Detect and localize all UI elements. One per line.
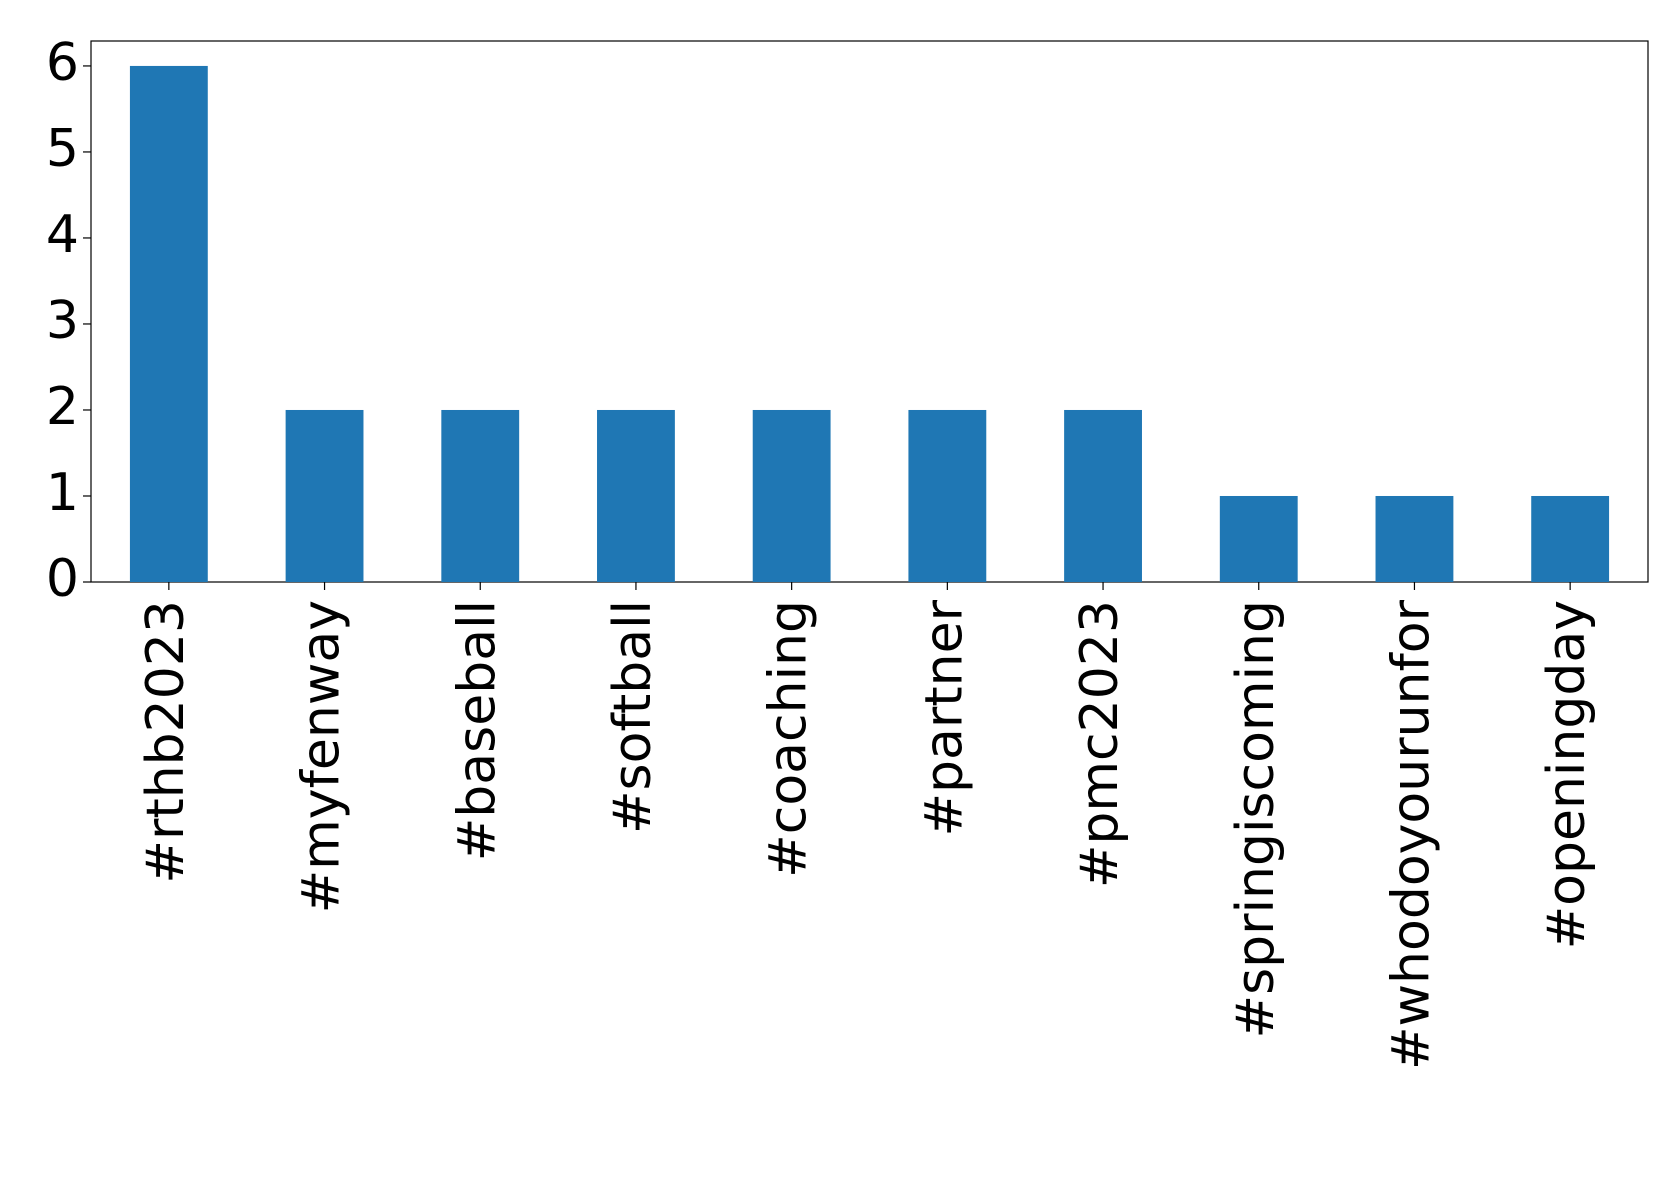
x-tick-label: #rthb2023 bbox=[136, 600, 196, 884]
y-tick-label: 3 bbox=[46, 291, 79, 351]
bar bbox=[1064, 409, 1142, 582]
x-tick-label: #openingday bbox=[1537, 600, 1597, 949]
plot-frame bbox=[90, 40, 1649, 583]
y-tick-label: 6 bbox=[46, 33, 79, 93]
y-tick-label: 2 bbox=[46, 377, 79, 437]
bar bbox=[441, 409, 520, 582]
x-tick-label: #baseball bbox=[447, 600, 507, 861]
x-tick-label: #whodoyourunfor bbox=[1381, 599, 1441, 1070]
bar bbox=[1531, 495, 1610, 582]
y-tick-label: 4 bbox=[46, 205, 79, 265]
bar bbox=[908, 409, 987, 582]
bar bbox=[285, 409, 364, 582]
bar bbox=[129, 65, 208, 583]
bar bbox=[752, 409, 831, 582]
x-tick-label: #pmc2023 bbox=[1070, 600, 1130, 888]
x-tick-label: #coaching bbox=[759, 600, 819, 878]
x-tick-label: #springiscoming bbox=[1226, 600, 1286, 1038]
x-tick-label: #partner bbox=[914, 599, 974, 836]
y-tick-label: 0 bbox=[46, 549, 79, 609]
bar bbox=[1375, 495, 1454, 582]
x-tick-label: #myfenway bbox=[292, 600, 352, 913]
y-tick-label: 1 bbox=[46, 463, 79, 523]
bar bbox=[597, 409, 675, 582]
bar bbox=[1219, 495, 1298, 582]
x-tick-label: #softball bbox=[603, 600, 663, 834]
y-tick-label: 5 bbox=[46, 119, 79, 179]
